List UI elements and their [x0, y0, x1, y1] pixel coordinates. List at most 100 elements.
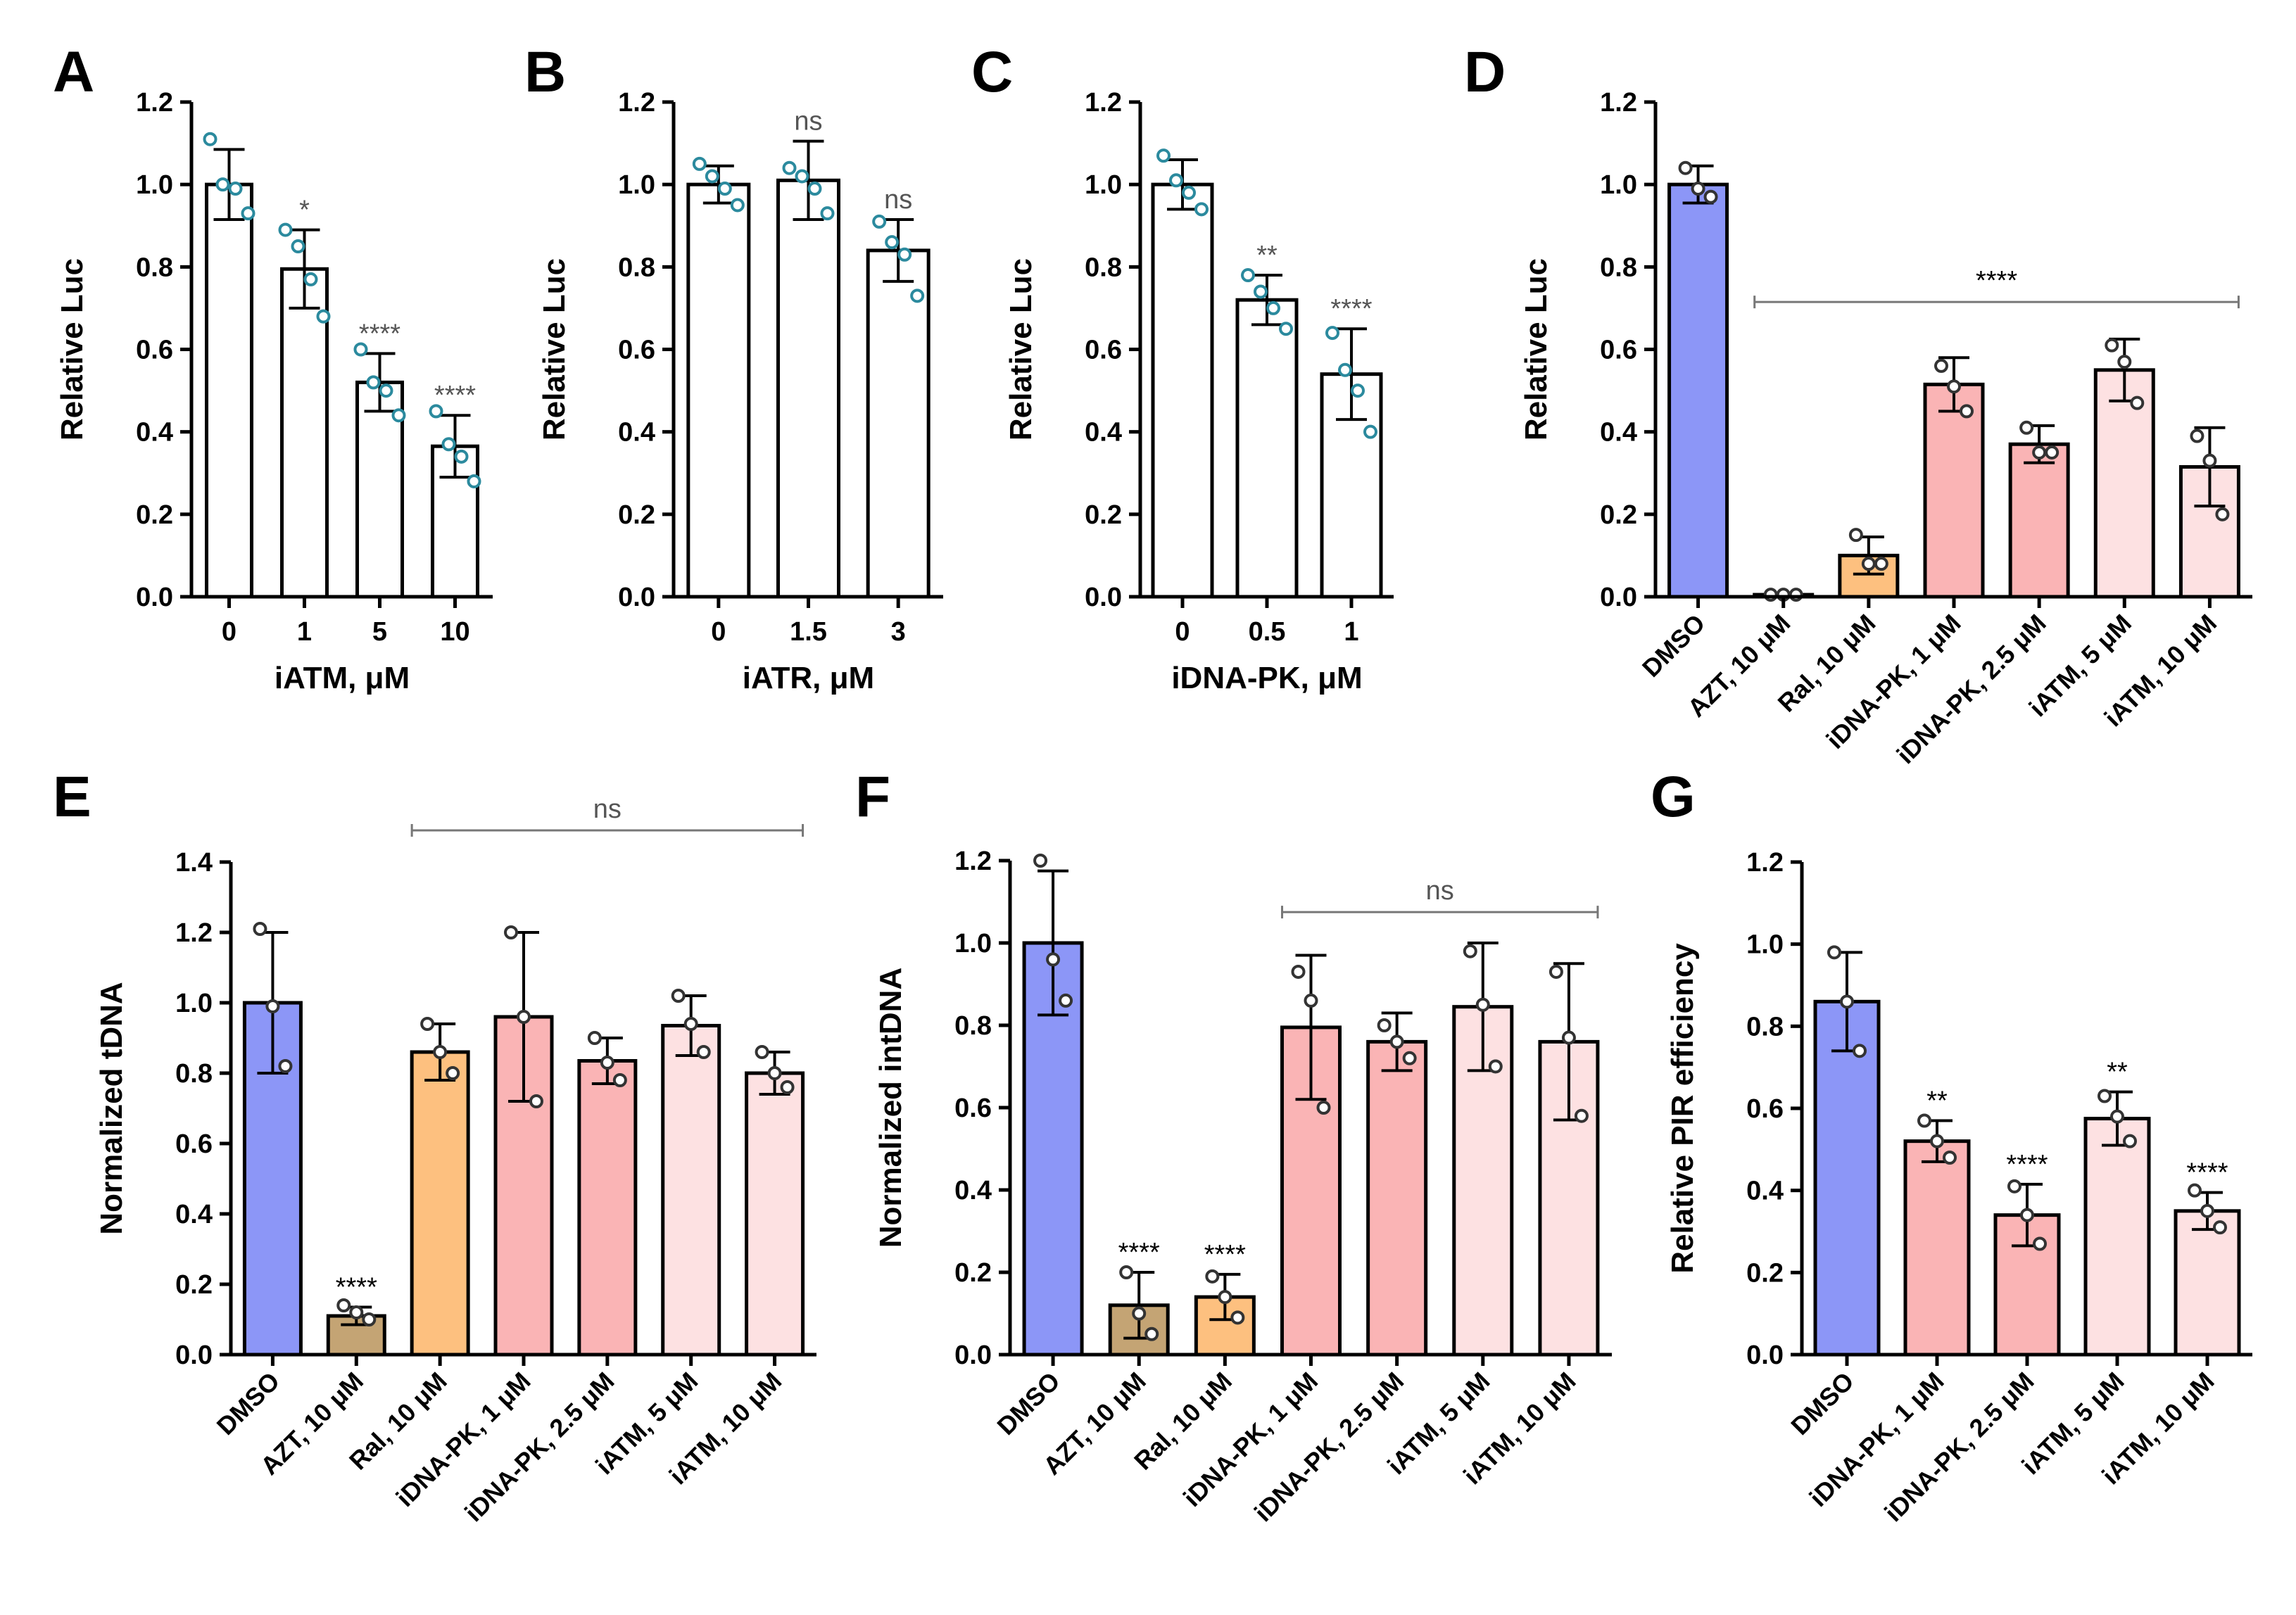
x-tick-label: 0 [1175, 617, 1190, 647]
significance-label: ns [794, 107, 822, 137]
data-point [2098, 1089, 2112, 1103]
y-tick-label: 0.0 [1600, 583, 1637, 612]
panel-b: B 0.0 0.2 0.4 0.6 0.8 1.0 1.2 Relative Luc 0 ns 1.5… [524, 40, 943, 695]
data-point [1703, 189, 1718, 204]
data-point [767, 1066, 782, 1080]
data-point [1402, 1051, 1417, 1065]
panel-letter: C [971, 40, 1013, 104]
panel-g: G 0.0 0.2 0.4 0.6 0.8 1.0 1.2 Relative PIR effic… [1651, 765, 2252, 1527]
y-tick-label: 1.0 [1746, 930, 1784, 960]
x-tick-label: iDNA-PK, 2.5 μM [1879, 1367, 2039, 1527]
data-point [446, 1066, 460, 1080]
data-point [2110, 1109, 2124, 1124]
y-tick-label: 1.2 [954, 847, 992, 876]
data-point [441, 437, 456, 452]
data-point [1144, 1326, 1159, 1341]
significance-label: **** [1118, 1238, 1160, 1267]
y-axis-title: Relative Luc [537, 258, 572, 441]
data-point [1059, 993, 1073, 1008]
y-tick-label: 0.4 [175, 1200, 213, 1229]
x-tick-label: 3 [891, 617, 906, 647]
y-axis-title: Normalized intDNA [873, 968, 908, 1248]
data-point [807, 182, 822, 196]
data-point [2007, 1179, 2021, 1193]
data-point [1947, 379, 1961, 394]
x-tick-label: 1.5 [790, 617, 827, 647]
data-point [1254, 284, 1268, 299]
data-point [2032, 445, 2047, 460]
bar [577, 1059, 638, 1357]
y-tick-label: 0.6 [136, 336, 173, 365]
y-tick-label: 0.2 [618, 500, 655, 530]
data-point [1389, 1034, 1404, 1049]
x-axis-title: iDNA-PK, μM [1171, 661, 1362, 695]
data-point [1351, 384, 1365, 398]
y-tick-label: 0.2 [175, 1270, 213, 1300]
data-point [253, 922, 267, 936]
y-tick-label: 0.6 [1085, 336, 1122, 365]
bar [1813, 999, 1881, 1357]
data-point [291, 239, 305, 254]
data-point [2020, 1208, 2034, 1222]
data-point [433, 1045, 448, 1059]
data-point [1033, 854, 1048, 868]
y-tick-label: 0.8 [1085, 253, 1122, 282]
data-point [504, 925, 518, 939]
y-tick-label: 0.8 [954, 1011, 992, 1041]
data-point [2130, 395, 2145, 410]
panel-c: C 0.0 0.2 0.4 0.6 0.8 1.0 1.2 Relative Luc 0 ** 0.5… [971, 40, 1394, 695]
data-point [2123, 1134, 2137, 1148]
data-point [1960, 404, 1974, 419]
data-point [1156, 148, 1171, 163]
y-tick-label: 0.2 [1085, 500, 1122, 530]
panel-e: E 0.0 0.2 0.4 0.6 0.8 1.0 1.2 1.4 Normalized tDNA… [53, 765, 816, 1527]
data-point [2213, 1220, 2227, 1235]
data-point [1266, 300, 1280, 315]
y-tick-label: 1.2 [136, 88, 173, 118]
data-point [1338, 362, 1352, 377]
data-point [2200, 1203, 2214, 1218]
data-point [1848, 528, 1863, 543]
y-tick-label: 1.2 [1746, 848, 1784, 878]
y-tick-label: 0.0 [954, 1341, 992, 1370]
data-point [1304, 993, 1318, 1008]
x-tick-label: DMSO [211, 1367, 285, 1440]
x-tick-label: 10 [440, 617, 469, 647]
data-point [1325, 326, 1339, 341]
data-point [2033, 1236, 2047, 1251]
y-axis-title: Normalized tDNA [94, 982, 129, 1234]
data-point [1218, 1290, 1232, 1305]
y-tick-label: 0.2 [136, 500, 173, 530]
y-tick-label: 0.8 [136, 253, 173, 282]
y-tick-label: 0.6 [175, 1129, 213, 1159]
y-tick-label: 0.4 [1600, 418, 1637, 448]
data-point [730, 198, 745, 213]
data-point [897, 247, 912, 262]
y-axis-title: Relative PIR efficiency [1665, 943, 1700, 1274]
significance-label: **** [2186, 1158, 2228, 1188]
data-point [1853, 1044, 1867, 1058]
data-point [2202, 453, 2217, 468]
bracket-label: ns [1426, 876, 1454, 906]
panel-letter: G [1651, 765, 1696, 829]
panel-letter: D [1464, 40, 1506, 104]
significance-label: ** [1256, 241, 1278, 270]
data-point [349, 1305, 364, 1319]
data-point [467, 474, 481, 488]
data-point [2117, 355, 2132, 369]
y-tick-label: 1.0 [136, 170, 173, 200]
data-point [1917, 1113, 1931, 1128]
y-tick-label: 0.0 [618, 583, 655, 612]
data-point [2215, 507, 2230, 521]
data-point [795, 169, 809, 184]
data-point [2045, 445, 2060, 460]
data-point [1169, 173, 1183, 188]
data-point [782, 160, 797, 175]
bar [1235, 298, 1299, 599]
data-point [696, 1045, 711, 1059]
panel-letter: A [53, 40, 94, 104]
data-point [1934, 358, 1948, 373]
panel-f: F 0.0 0.2 0.4 0.6 0.8 1.0 1.2 Normalized intDNA D… [855, 765, 1612, 1527]
